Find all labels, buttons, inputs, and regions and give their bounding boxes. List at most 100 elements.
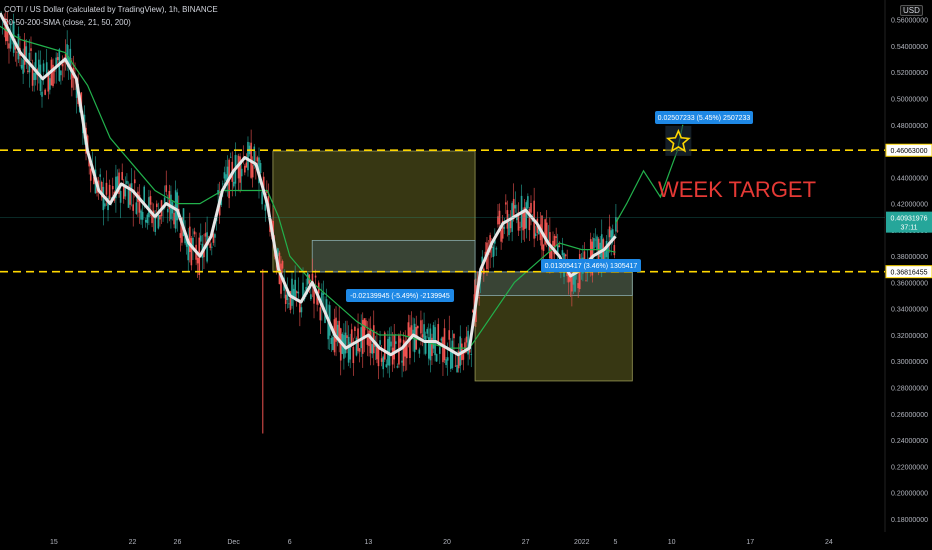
candle-body (453, 333, 455, 339)
candle-body (456, 364, 458, 373)
candle-body (27, 70, 29, 72)
x-tick-label: 5 (614, 539, 618, 546)
candle-body (522, 209, 524, 231)
candle-body (25, 46, 28, 63)
candle-body (146, 214, 149, 224)
y-tick-label: 0.32000000 (891, 333, 928, 340)
candle-body (294, 279, 296, 300)
candle-body (143, 186, 146, 204)
candle-body (93, 176, 95, 185)
candle-body (165, 185, 168, 192)
x-tick-label: 6 (288, 539, 292, 546)
current-price-label: 0.40931976 (891, 216, 928, 223)
candle-body (604, 251, 606, 262)
candle-body (450, 351, 452, 369)
candle-body (366, 335, 369, 345)
candle-body (424, 335, 427, 354)
candle-body (244, 165, 246, 173)
candle-body (313, 289, 315, 304)
candle-body (379, 340, 381, 345)
candle-body (102, 186, 105, 211)
candle-body (377, 347, 380, 367)
candle-body (443, 328, 446, 361)
candle-body (281, 261, 284, 269)
candle-body (472, 310, 474, 313)
candle-body (45, 62, 48, 74)
candle-body (292, 288, 295, 299)
candle-body (420, 320, 422, 334)
y-tick-label: 0.22000000 (891, 464, 928, 471)
y-tick-label: 0.50000000 (891, 97, 928, 104)
candle-body (500, 230, 502, 242)
candle-body (407, 322, 410, 337)
candle-body (229, 156, 232, 158)
candle-body (206, 232, 208, 262)
y-tick-label: 0.18000000 (891, 517, 928, 524)
candle-body (295, 291, 298, 293)
symbol-title: COTI / US Dollar (calculated by TradingV… (4, 5, 218, 14)
y-tick-label: 0.42000000 (891, 202, 928, 209)
x-tick-label: 24 (825, 539, 833, 546)
candle-body (149, 196, 152, 205)
candle-body (116, 176, 119, 193)
y-tick-label: 0.52000000 (891, 70, 928, 77)
candle-body (259, 163, 262, 173)
candle-body (262, 176, 265, 189)
candle-body (459, 336, 462, 366)
candle-body (571, 275, 573, 292)
candle-body (233, 181, 235, 187)
x-tick-label: 10 (668, 539, 676, 546)
x-tick-label: Dec (227, 539, 240, 546)
candle-body (393, 335, 396, 360)
candle-body (23, 39, 26, 65)
candle-body (49, 78, 51, 90)
candle-body (528, 209, 531, 231)
candle-body (245, 162, 248, 168)
candle-body (75, 85, 78, 98)
y-tick-label: 0.30000000 (891, 359, 928, 366)
candle-body (358, 348, 361, 352)
candle-body (138, 194, 141, 213)
candle-body (38, 59, 40, 77)
candle-body (380, 358, 383, 362)
candle-body (445, 359, 447, 366)
candle-body (52, 64, 54, 87)
candle-body (159, 214, 161, 220)
candle-body (501, 220, 504, 239)
candle-body (542, 244, 545, 251)
x-tick-label: 13 (364, 539, 372, 546)
candle-body (200, 235, 202, 242)
candle-body (33, 73, 35, 81)
x-tick-label: 26 (174, 539, 182, 546)
level-price-tag (885, 265, 932, 279)
candle-body (53, 69, 56, 72)
candle-body (432, 325, 435, 349)
candle-body (382, 356, 385, 370)
candle-body (127, 188, 130, 208)
candle-body (523, 207, 526, 229)
y-tick-label: 0.26000000 (891, 412, 928, 419)
measure-up-label-bg (655, 111, 753, 124)
candle-body (553, 235, 556, 255)
candle-body (299, 300, 301, 313)
candle-body (100, 181, 103, 198)
candle-body (111, 186, 114, 190)
level-price-label: 0.46063000 (891, 148, 928, 155)
candle-body (182, 208, 185, 237)
candle-body (385, 364, 388, 368)
candle-body (497, 216, 499, 225)
candle-body (157, 214, 160, 229)
level-price-tag (885, 143, 932, 157)
y-tick-label: 0.56000000 (891, 18, 928, 25)
candle-body (222, 183, 224, 185)
currency-button[interactable]: USD (900, 5, 923, 16)
candle-body (104, 203, 106, 207)
week-target-label: WEEK TARGET (658, 177, 816, 202)
candle-body (544, 219, 546, 245)
candle-body (405, 343, 408, 359)
candle-body (8, 43, 10, 49)
candle-body (34, 52, 37, 80)
candle-body (133, 179, 136, 184)
candle-body (330, 338, 333, 344)
